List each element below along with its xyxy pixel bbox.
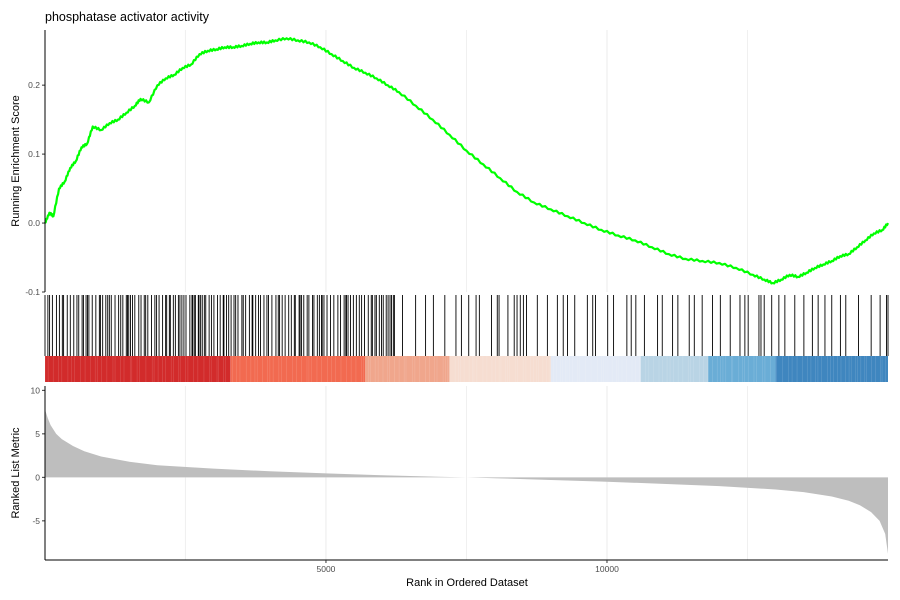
running-score-y-ticks: 0.2 0.1 0.0 -0.1 — [25, 80, 45, 297]
running-score-gridlines — [184, 30, 748, 292]
ranking-bar-panel — [44, 356, 888, 382]
running-score-y-axis-title: Running Enrichment Score — [10, 95, 22, 226]
gene-hit-marks — [44, 295, 889, 356]
ranking-color-band — [449, 356, 551, 382]
ranked-metric-gridlines — [184, 386, 748, 560]
x-axis-title: Rank in Ordered Dataset — [406, 577, 528, 589]
ranked-metric-tick-label: 5 — [35, 429, 40, 439]
ranked-metric-y-axis-title: Ranked List Metric — [10, 427, 22, 519]
ranked-metric-tick-label: 0 — [35, 472, 40, 482]
ranked-metric-tick-label: -5 — [32, 516, 40, 526]
ranked-metric-tick-label: 10 — [31, 385, 41, 395]
ranked-metric-panel: 10 5 0 -5 5000 10000 Ranked List Metric Rank… — [10, 385, 888, 589]
x-axis-ticks: 5000 10000 — [317, 560, 619, 574]
ranked-metric-area — [45, 409, 888, 554]
x-axis-tick-label: 5000 — [317, 564, 336, 574]
ranking-color-bar — [44, 356, 888, 382]
x-axis-tick-label: 10000 — [595, 564, 619, 574]
running-score-tick-label: 0.0 — [28, 218, 40, 228]
ranking-color-band — [45, 356, 231, 382]
running-score-panel: 0.2 0.1 0.0 -0.1 Running Enrichment Score — [10, 30, 890, 297]
ranking-color-band — [365, 356, 450, 382]
ranked-metric-y-ticks: 10 5 0 -5 — [31, 385, 45, 526]
running-score-tick-label: 0.2 — [28, 80, 40, 90]
running-score-tick-label: 0.1 — [28, 149, 40, 159]
running-score-tick-label: -0.1 — [25, 287, 40, 297]
ranking-color-band — [708, 356, 776, 382]
ranking-color-band — [775, 356, 888, 382]
gene-hits-panel — [44, 295, 889, 356]
ranking-color-band — [550, 356, 641, 382]
ranking-color-band — [640, 356, 709, 382]
running-score-line — [44, 37, 890, 285]
ranking-color-band — [230, 356, 366, 382]
chart-title: phosphatase activator activity — [45, 10, 210, 24]
